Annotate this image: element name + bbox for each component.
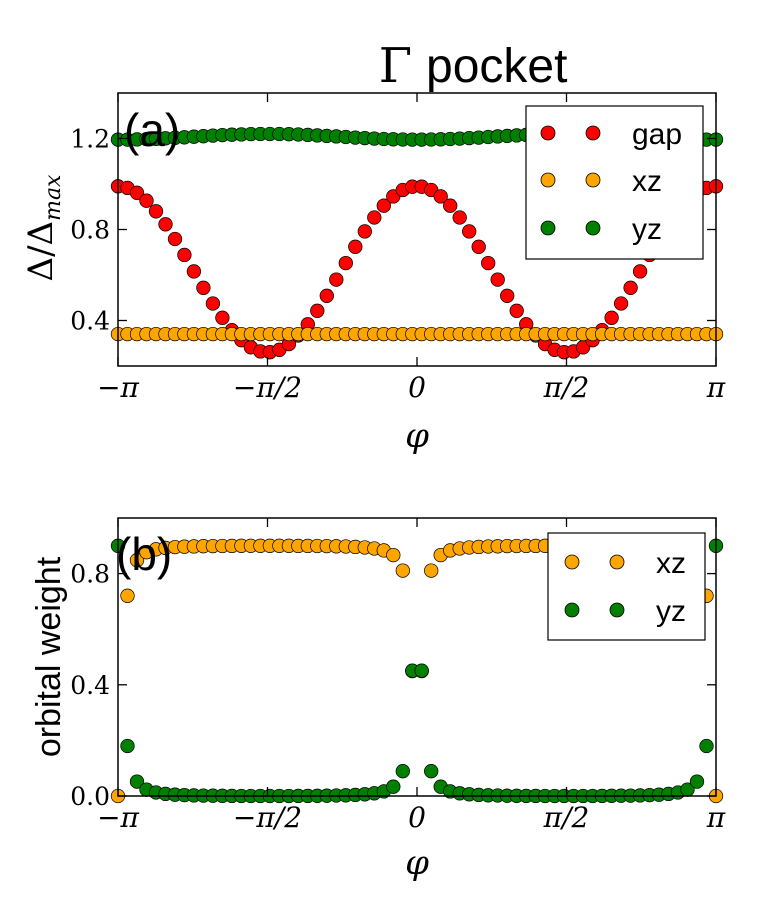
panel-a-label: (a) <box>124 104 180 156</box>
y-tick-label: 0.4 <box>70 307 110 336</box>
data-point-gap <box>471 239 486 254</box>
data-point-gap <box>129 185 145 200</box>
data-point-gap <box>632 264 648 279</box>
legend-marker-yz <box>540 220 556 236</box>
panel-b-y-axis-label: orbital weight <box>30 556 68 757</box>
panel-a-legend: gap xz yz <box>525 105 704 260</box>
panel-b-legend: xz yz <box>547 532 706 641</box>
data-point-xz <box>386 547 401 563</box>
data-point-gap <box>310 303 325 318</box>
data-point-yz <box>129 774 145 789</box>
data-point-gap <box>509 303 524 318</box>
figure-title: Γ pocket <box>379 38 568 94</box>
panel-a: −π −π/2 0 π/2 π 0.4 0.8 1.2 (a) φ Δ/Δmax gap x… <box>21 92 726 456</box>
legend-marker-gap <box>540 125 556 141</box>
data-point-yz <box>395 764 410 779</box>
data-point-gap <box>367 210 382 225</box>
panel-b: −π −π/2 0 π/2 π 0.0 0.4 0.8 (b) φ orbital weig… <box>30 517 726 883</box>
panel-b-label: (b) <box>116 528 172 580</box>
data-point-gap <box>443 198 458 213</box>
panel-b-x-ticks: −π −π/2 0 π/2 π <box>97 518 726 834</box>
legend-marker-yz <box>585 220 601 236</box>
x-tick-label: π/2 <box>543 371 590 404</box>
data-point-gap <box>329 272 344 287</box>
data-point-gap <box>623 280 638 295</box>
data-point-gap <box>481 255 496 271</box>
y-tick-label: 0.0 <box>70 782 110 811</box>
panel-a-legend-box <box>525 105 704 260</box>
x-tick-label: π <box>706 801 726 834</box>
data-point-yz <box>386 779 401 794</box>
data-point-yz <box>424 764 439 779</box>
panel-a-y-ticks: 0.4 0.8 1.2 <box>70 125 716 336</box>
data-point-gap <box>319 288 334 303</box>
x-tick-label: 0 <box>408 371 426 404</box>
legend-marker-xz <box>564 554 580 570</box>
y-tick-label: 0.4 <box>70 671 110 700</box>
legend-label-yz: yz <box>632 213 662 246</box>
panel-a-x-axis-label: φ <box>405 416 429 456</box>
x-tick-label: −π <box>97 801 139 834</box>
panel-a-y-axis-label: Δ/Δmax <box>21 174 66 282</box>
data-point-gap <box>186 264 202 279</box>
data-point-gap <box>177 247 192 263</box>
legend-marker-yz <box>564 602 580 618</box>
series-xz <box>110 326 724 342</box>
data-point-xz <box>395 563 410 578</box>
data-point-gap <box>205 296 221 311</box>
data-point-xz <box>129 553 145 568</box>
x-tick-label: π <box>706 371 726 404</box>
data-point-gap <box>462 224 477 239</box>
data-point-yz <box>699 738 714 754</box>
x-tick-label: 0 <box>408 801 426 834</box>
data-point-gap <box>433 189 448 204</box>
panel-a-y-axis-label-sub: max <box>41 174 66 221</box>
data-point-xz <box>424 563 439 578</box>
data-point-yz <box>689 774 705 789</box>
legend-marker-xz <box>540 172 556 188</box>
panel-a-x-ticks: −π −π/2 0 π/2 π <box>97 93 726 404</box>
data-point-gap <box>338 255 353 271</box>
x-tick-label: −π/2 <box>233 371 302 404</box>
legend-marker-xz <box>609 554 625 570</box>
x-tick-label: π/2 <box>543 801 590 834</box>
panel-b-y-ticks: 0.0 0.4 0.8 <box>70 560 716 811</box>
x-tick-label: −π/2 <box>233 801 302 834</box>
title-text: pocket <box>426 40 567 93</box>
legend-label-xz: xz <box>632 165 662 198</box>
data-point-gap <box>452 210 467 225</box>
data-point-gap <box>604 310 619 325</box>
data-point-gap <box>167 231 183 247</box>
data-point-gap <box>500 288 515 303</box>
legend-label-gap: gap <box>632 118 682 151</box>
data-point-yz <box>414 663 429 678</box>
legend-marker-xz <box>585 172 601 188</box>
legend-marker-yz <box>609 602 625 618</box>
panel-b-x-axis-label: φ <box>405 843 429 883</box>
data-point-gap <box>158 217 173 232</box>
data-point-gap <box>613 296 629 311</box>
x-tick-label: −π <box>97 371 139 404</box>
data-point-yz <box>120 738 135 754</box>
panel-b-legend-box <box>547 532 706 641</box>
data-point-gap <box>357 224 372 239</box>
data-point-gap <box>490 272 505 287</box>
legend-marker-gap <box>585 125 601 141</box>
data-point-gap <box>376 198 391 213</box>
legend-label-xz: xz <box>656 547 686 580</box>
panel-a-y-axis-label-main: Δ/Δ <box>21 221 61 282</box>
data-point-xz <box>120 588 135 603</box>
y-tick-label: 0.8 <box>70 216 110 245</box>
data-point-gap <box>196 280 211 295</box>
data-point-gap <box>139 193 154 208</box>
data-point-gap <box>148 204 164 219</box>
legend-label-yz: yz <box>656 595 686 628</box>
title-gamma-symbol: Γ <box>379 38 412 94</box>
y-tick-label: 1.2 <box>70 125 110 154</box>
data-point-gap <box>348 239 363 254</box>
y-tick-label: 0.8 <box>70 560 110 589</box>
data-point-gap <box>215 310 230 325</box>
